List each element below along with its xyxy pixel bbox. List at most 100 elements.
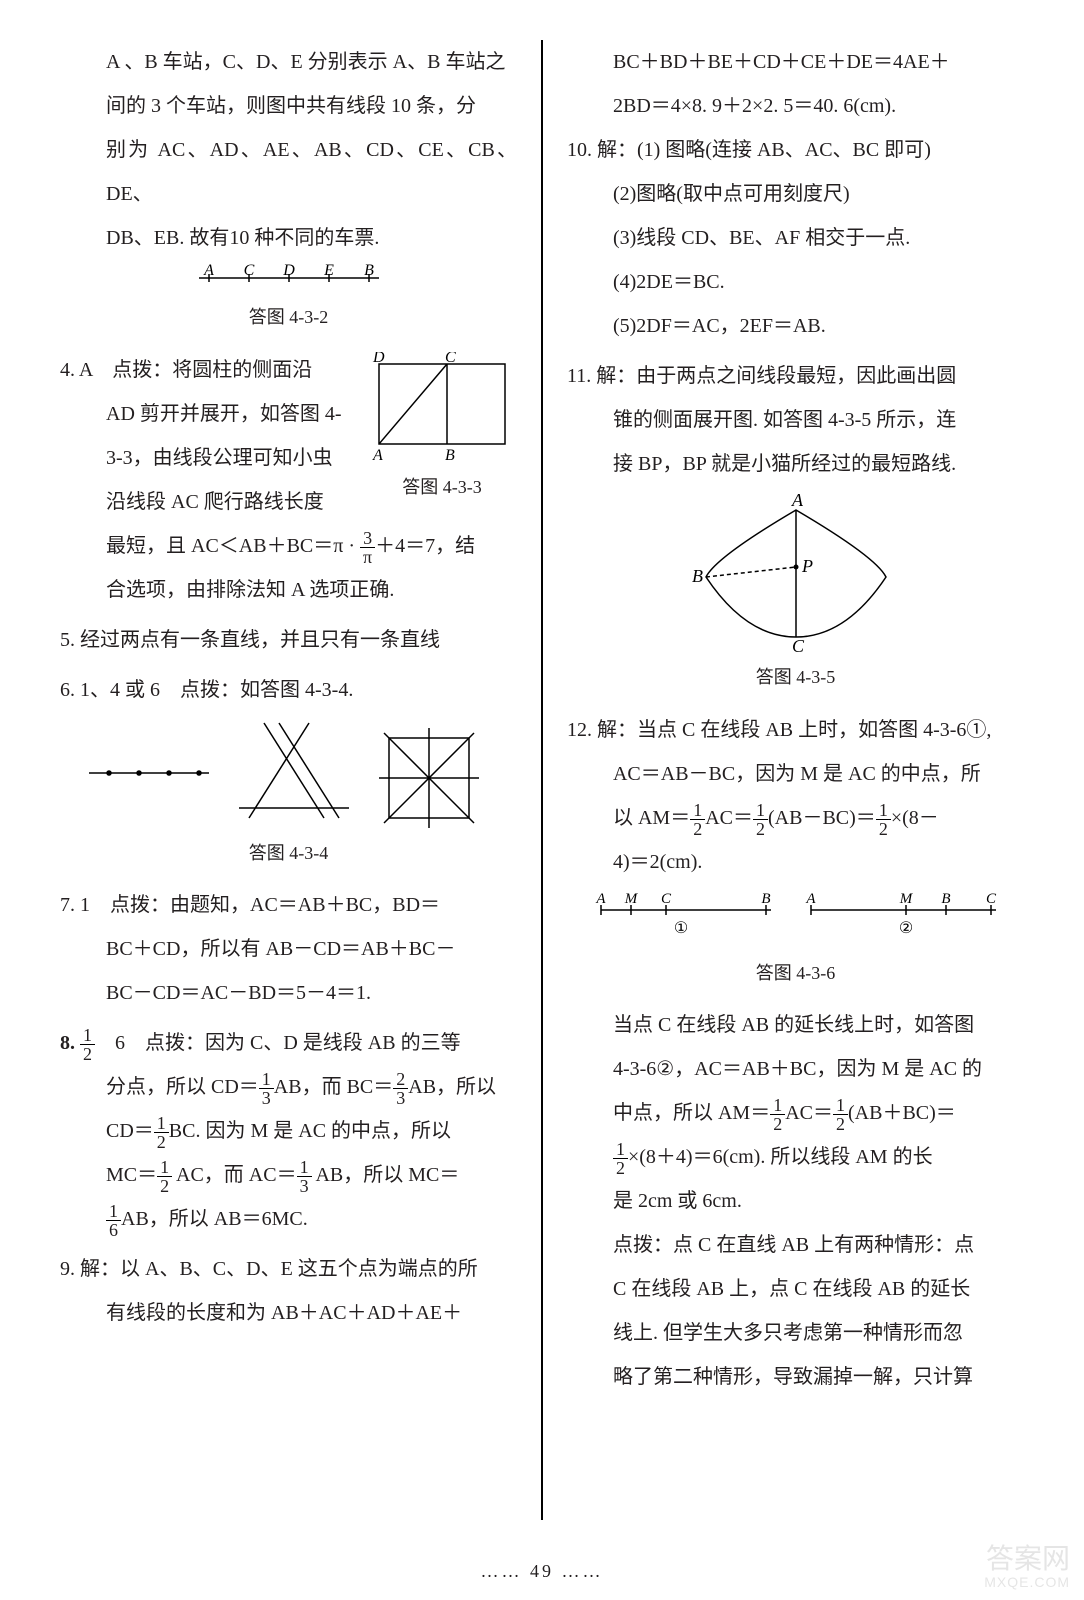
text-line: 中点，所以 AM＝12AC＝12(AB＋BC)＝	[567, 1091, 1024, 1135]
text-line: 最短，且 AC＜AB＋BC＝π · 3π＋4＝7，结	[60, 524, 517, 568]
svg-text:P: P	[801, 556, 813, 576]
watermark: 答案网 MXQE.COM	[984, 1544, 1070, 1590]
text-span: CD＝	[106, 1120, 154, 1142]
text-span: AC＝	[785, 1102, 833, 1124]
footer-dots: ……	[562, 1561, 604, 1581]
svg-text:A: A	[595, 891, 606, 907]
figure-4-3-6: A M C B ① A M B C ②	[586, 888, 1006, 948]
svg-text:②: ②	[898, 920, 912, 937]
watermark-bottom: MXQE.COM	[984, 1575, 1070, 1590]
question-6: 6. 1、4 或 6 点拨：如答图 4-3-4.	[60, 668, 517, 712]
text-line: 别为 AC、AD、AE、AB、CD、CE、CB、DE、	[60, 128, 517, 216]
figure-caption: 答图 4-3-6	[567, 954, 1024, 994]
svg-text:A: A	[372, 447, 383, 462]
text-span: ＋4＝7，结	[375, 535, 475, 557]
text-line: MC＝12 AC，而 AC＝13 AB，所以 MC＝	[60, 1153, 517, 1197]
text-line: A 、B 车站，C、D、E 分别表示 A、B 车站之	[60, 40, 517, 84]
text-span: 中点，所以 AM＝	[613, 1102, 770, 1124]
figure-4-3-5: A B C P	[686, 492, 906, 652]
figure-4-3-4	[79, 718, 499, 828]
fraction: 13	[297, 1158, 312, 1195]
svg-text:B: B	[692, 566, 703, 586]
svg-text:A: A	[791, 492, 804, 510]
text-line: 9. 解：以 A、B、C、D、E 这五个点为端点的所	[60, 1247, 517, 1291]
text-span: ×(8＋4)＝6(cm). 所以线段 AM 的长	[628, 1146, 933, 1168]
svg-text:B: B	[761, 891, 770, 907]
text-line: 以 AM＝12AC＝12(AB－BC)＝12×(8－	[567, 796, 1024, 840]
svg-text:A: A	[805, 891, 816, 907]
text-line: 接 BP，BP 就是小猫所经过的最短路线.	[567, 442, 1024, 486]
text-line: 12×(8＋4)＝6(cm). 所以线段 AM 的长	[567, 1135, 1024, 1179]
fraction: 12	[154, 1114, 169, 1151]
text-span: 6 点拨：因为 C、D 是线段 AB 的三等	[95, 1032, 461, 1054]
text-span: MC＝	[106, 1164, 157, 1186]
text-line: 间的 3 个车站，则图中共有线段 10 条，分	[60, 84, 517, 128]
text-span: AC，而 AC＝	[172, 1164, 296, 1186]
text-span: (AB－BC)＝	[768, 807, 876, 829]
fraction: 12	[753, 801, 768, 838]
text-span: 以 AM＝	[613, 807, 690, 829]
text-line: BC＋BD＋BE＋CD＋CE＋DE＝4AE＋	[567, 40, 1024, 84]
fraction: 16	[106, 1202, 121, 1239]
text-span: 8.	[60, 1032, 80, 1054]
svg-text:D: D	[372, 352, 385, 366]
text-span: AB，所以 MC＝	[312, 1164, 460, 1186]
svg-text:C: C	[445, 352, 456, 366]
text-line: 12. 解：当点 C 在线段 AB 上时，如答图 4-3-6①,	[567, 708, 1024, 752]
text-line: (2)图略(取中点可用刻度尺)	[567, 172, 1024, 216]
question-12: 12. 解：当点 C 在线段 AB 上时，如答图 4-3-6①, AC＝AB－B…	[567, 708, 1024, 1400]
text-line: DB、EB. 故有10 种不同的车票.	[60, 216, 517, 260]
figure-4-3-2: A C D E B	[189, 264, 389, 292]
fraction: 12	[80, 1026, 95, 1063]
figure-4-3-3: D C A B	[367, 352, 517, 462]
watermark-top: 答案网	[986, 1543, 1070, 1574]
fraction: 12	[157, 1158, 172, 1195]
fraction: 13	[259, 1070, 274, 1107]
right-column: BC＋BD＋BE＋CD＋CE＋DE＝4AE＋ 2BD＝4×8. 9＋2×2. 5…	[567, 40, 1024, 1520]
fraction: 12	[833, 1096, 848, 1133]
text-span: AB，所以 AB＝6MC.	[121, 1208, 308, 1230]
text-span: 最短，且 AC＜AB＋BC＝π ·	[106, 535, 360, 557]
text-line: 11. 解：由于两点之间线段最短，因此画出圆	[567, 354, 1024, 398]
text-line: (5)2DF＝AC，2EF＝AB.	[567, 304, 1024, 348]
figure-caption: 答图 4-3-5	[567, 658, 1024, 698]
text-span: BC. 因为 M 是 AC 的中点，所以	[169, 1120, 451, 1142]
text-line: 锥的侧面展开图. 如答图 4-3-5 所示，连	[567, 398, 1024, 442]
footer-dots: ……	[481, 1561, 523, 1581]
text-line: C 在线段 AB 上，点 C 在线段 AB 的延长	[567, 1267, 1024, 1311]
fraction: 12	[613, 1140, 628, 1177]
text-line: (3)线段 CD、BE、AF 相交于一点.	[567, 216, 1024, 260]
text-line: 线上. 但学生大多只考虑第一种情形而忽	[567, 1311, 1024, 1355]
question-10: 10. 解：(1) 图略(连接 AB、AC、BC 即可) (2)图略(取中点可用…	[567, 128, 1024, 348]
figure-caption: 答图 4-3-4	[60, 834, 517, 874]
text-span: AB，而 BC＝	[274, 1076, 393, 1098]
text-line: BC＋CD，所以有 AB－CD＝AB＋BC－	[60, 927, 517, 971]
question-9: 9. 解：以 A、B、C、D、E 这五个点为端点的所 有线段的长度和为 AB＋A…	[60, 1247, 517, 1335]
text-line: 2BD＝4×8. 9＋2×2. 5＝40. 6(cm).	[567, 84, 1024, 128]
text-line: 有线段的长度和为 AB＋AC＋AD＋AE＋	[60, 1291, 517, 1335]
text-line: 4)＝2(cm).	[567, 840, 1024, 884]
fraction: 12	[876, 801, 891, 838]
text-line: 点拨：点 C 在直线 AB 上有两种情形：点	[567, 1223, 1024, 1267]
svg-text:B: B	[941, 891, 950, 907]
text-line: (4)2DE＝BC.	[567, 260, 1024, 304]
text-line: 7. 1 点拨：由题知，AC＝AB＋BC，BD＝	[60, 883, 517, 927]
fraction: 3π	[360, 529, 375, 566]
text-line: BC－CD＝AC－BD＝5－4＝1.	[60, 971, 517, 1015]
question-8: 8. 12 6 点拨：因为 C、D 是线段 AB 的三等 分点，所以 CD＝13…	[60, 1021, 517, 1241]
question-7: 7. 1 点拨：由题知，AC＝AB＋BC，BD＝ BC＋CD，所以有 AB－CD…	[60, 883, 517, 1015]
text-line: 当点 C 在线段 AB 的延长线上时，如答图	[567, 1003, 1024, 1047]
svg-text:B: B	[445, 447, 455, 462]
svg-text:C: C	[792, 636, 805, 652]
text-line: 8. 12 6 点拨：因为 C、D 是线段 AB 的三等	[60, 1021, 517, 1065]
svg-text:M: M	[898, 891, 913, 907]
figure-caption: 答图 4-3-3	[367, 468, 517, 508]
left-column: A 、B 车站，C、D、E 分别表示 A、B 车站之 间的 3 个车站，则图中共…	[60, 40, 517, 1520]
text-line: 4-3-6②，AC＝AB＋BC，因为 M 是 AC 的	[567, 1047, 1024, 1091]
svg-text:M: M	[623, 891, 638, 907]
text-line: 16AB，所以 AB＝6MC.	[60, 1197, 517, 1241]
fraction: 12	[770, 1096, 785, 1133]
fraction: 23	[393, 1070, 408, 1107]
text-span: 分点，所以 CD＝	[106, 1076, 259, 1098]
fraction: 12	[690, 801, 705, 838]
